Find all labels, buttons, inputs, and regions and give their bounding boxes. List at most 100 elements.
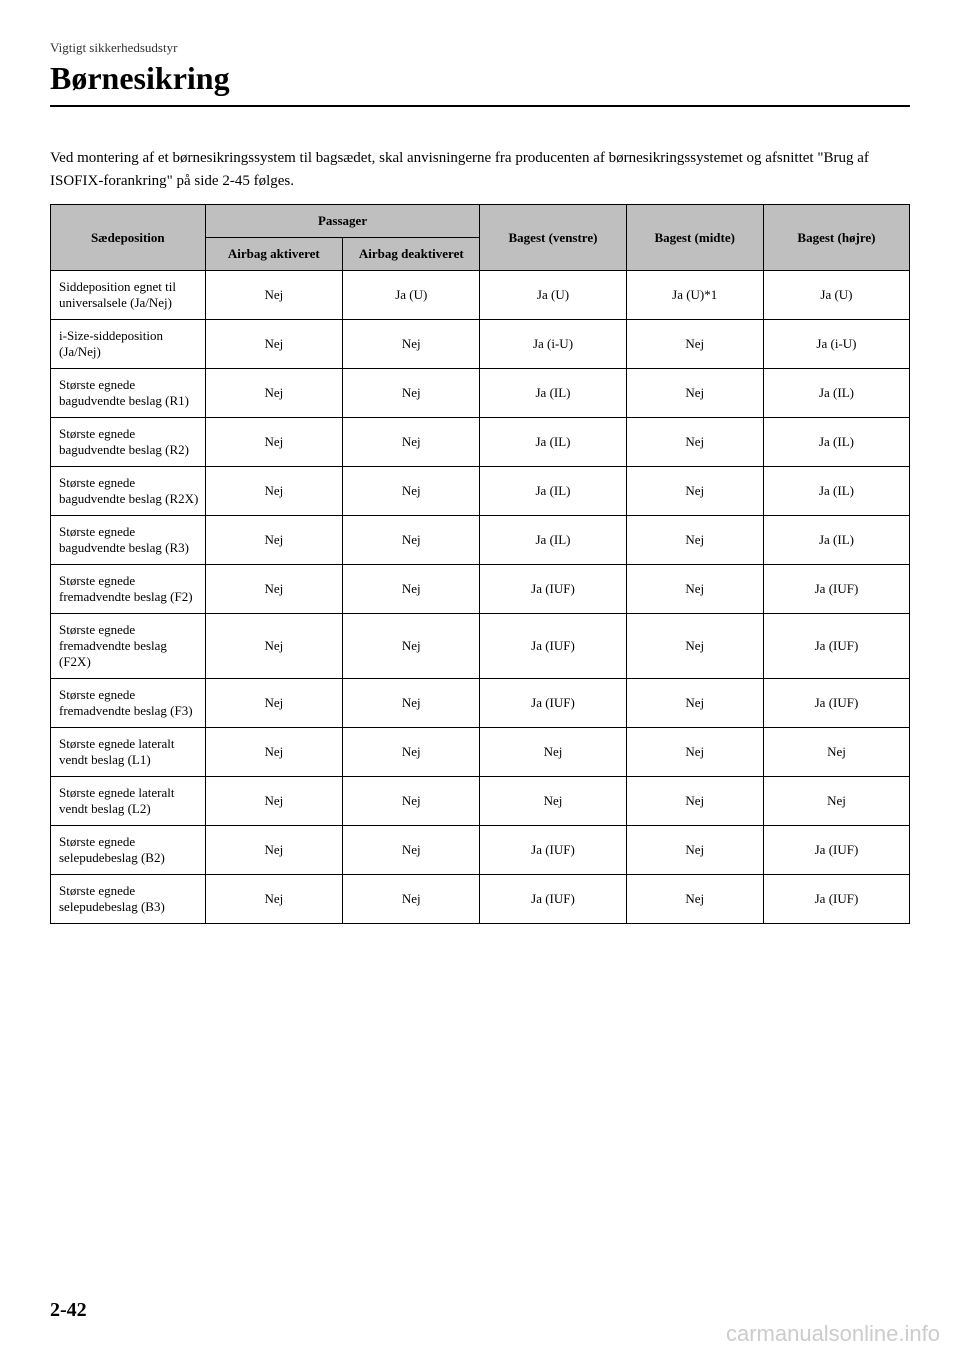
cell-value: Ja (IL) [480,467,626,516]
cell-value: Nej [343,875,480,924]
cell-value: Nej [343,418,480,467]
cell-value: Ja (IL) [480,516,626,565]
th-seat-position: Sædeposition [51,205,206,271]
cell-value: Nej [626,728,763,777]
th-rear-left: Bagest (venstre) [480,205,626,271]
cell-value: Ja (IUF) [763,614,909,679]
table-row: Største egnede bagudvendte beslag (R1)Ne… [51,369,910,418]
cell-value: Nej [343,516,480,565]
cell-value: Nej [626,565,763,614]
table-row: Siddeposition egnet til universalsele (J… [51,271,910,320]
cell-value: Ja (U) [343,271,480,320]
cell-value: Nej [626,614,763,679]
cell-value: Ja (IUF) [763,565,909,614]
cell-value: Nej [626,777,763,826]
cell-value: Ja (IL) [763,418,909,467]
row-label: Største egnede fremadvendte beslag (F2) [51,565,206,614]
cell-value: Nej [763,728,909,777]
row-label: Største egnede selepudebeslag (B3) [51,875,206,924]
cell-value: Ja (IUF) [480,614,626,679]
cell-value: Nej [343,369,480,418]
row-label: Største egnede fremadvendte beslag (F2X) [51,614,206,679]
cell-value: Nej [763,777,909,826]
cell-value: Nej [205,418,342,467]
table-body: Siddeposition egnet til universalsele (J… [51,271,910,924]
cell-value: Nej [343,777,480,826]
table-row: Største egnede bagudvendte beslag (R2)Ne… [51,418,910,467]
cell-value: Ja (IUF) [480,679,626,728]
table-row: Største egnede bagudvendte beslag (R2X)N… [51,467,910,516]
th-passenger: Passager [205,205,480,238]
row-label: Største egnede lateralt vendt beslag (L1… [51,728,206,777]
table-row: Største egnede lateralt vendt beslag (L2… [51,777,910,826]
table-row: Største egnede fremadvendte beslag (F2X)… [51,614,910,679]
seat-position-table: Sædeposition Passager Bagest (venstre) B… [50,204,910,924]
row-label: Største egnede bagudvendte beslag (R1) [51,369,206,418]
cell-value: Nej [626,875,763,924]
cell-value: Ja (i-U) [763,320,909,369]
watermark: carmanualsonline.info [726,1321,940,1347]
cell-value: Nej [205,679,342,728]
th-rear-middle: Bagest (midte) [626,205,763,271]
row-label: Største egnede fremadvendte beslag (F3) [51,679,206,728]
th-rear-right: Bagest (højre) [763,205,909,271]
table-row: Største egnede selepudebeslag (B3)NejNej… [51,875,910,924]
table-header-row-1: Sædeposition Passager Bagest (venstre) B… [51,205,910,238]
row-label: i-Size-siddeposition (Ja/Nej) [51,320,206,369]
cell-value: Nej [205,565,342,614]
cell-value: Nej [205,271,342,320]
cell-value: Ja (IUF) [763,875,909,924]
cell-value: Nej [205,320,342,369]
row-label: Største egnede selepudebeslag (B2) [51,826,206,875]
row-label: Siddeposition egnet til universalsele (J… [51,271,206,320]
th-airbag-deactive: Airbag deaktiveret [343,238,480,271]
row-label: Største egnede lateralt vendt beslag (L2… [51,777,206,826]
cell-value: Nej [626,516,763,565]
th-airbag-active: Airbag aktiveret [205,238,342,271]
row-label: Største egnede bagudvendte beslag (R3) [51,516,206,565]
cell-value: Nej [626,467,763,516]
cell-value: Nej [343,728,480,777]
table-row: Største egnede fremadvendte beslag (F3)N… [51,679,910,728]
cell-value: Ja (U)*1 [626,271,763,320]
cell-value: Nej [343,826,480,875]
cell-value: Ja (IL) [763,369,909,418]
row-label: Største egnede bagudvendte beslag (R2) [51,418,206,467]
cell-value: Ja (IL) [763,516,909,565]
cell-value: Nej [205,369,342,418]
table-row: Største egnede selepudebeslag (B2)NejNej… [51,826,910,875]
cell-value: Ja (IUF) [480,565,626,614]
table-row: Største egnede fremadvendte beslag (F2)N… [51,565,910,614]
intro-paragraph: Ved montering af et børnesikringssystem … [50,147,910,192]
cell-value: Nej [343,467,480,516]
cell-value: Nej [343,565,480,614]
table-row: Største egnede bagudvendte beslag (R3) Ne… [51,516,910,565]
cell-value: Nej [626,369,763,418]
cell-value: Ja (IUF) [480,826,626,875]
header-subtitle: Vigtigt sikkerhedsudstyr [50,40,910,56]
cell-value: Ja (IL) [480,418,626,467]
cell-value: Nej [205,728,342,777]
cell-value: Nej [343,614,480,679]
cell-value: Nej [626,826,763,875]
cell-value: Nej [626,320,763,369]
cell-value: Ja (IUF) [763,826,909,875]
table-row: i-Size-siddeposition (Ja/Nej)NejNejJa (i… [51,320,910,369]
cell-value: Nej [205,826,342,875]
cell-value: Ja (i-U) [480,320,626,369]
header-title: Børnesikring [50,60,910,107]
page-number: 2-42 [50,1299,87,1322]
cell-value: Nej [205,614,342,679]
cell-value: Ja (U) [480,271,626,320]
cell-value: Ja (IL) [763,467,909,516]
cell-value: Nej [626,679,763,728]
cell-value: Nej [480,777,626,826]
cell-value: Ja (IL) [480,369,626,418]
cell-value: Ja (U) [763,271,909,320]
cell-value: Nej [343,679,480,728]
cell-value: Ja (IUF) [763,679,909,728]
cell-value: Nej [205,875,342,924]
cell-value: Nej [626,418,763,467]
table-row: Største egnede lateralt vendt beslag (L1… [51,728,910,777]
cell-value: Nej [480,728,626,777]
